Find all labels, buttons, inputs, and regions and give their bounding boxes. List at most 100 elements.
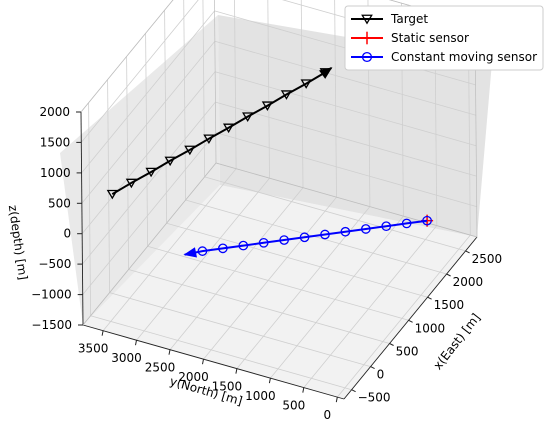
y-tick-mark [335,397,338,403]
x-tick-mark [370,366,375,370]
x-tick-label: 1500 [434,298,465,312]
series-target [106,67,333,200]
legend-label: Constant moving sensor [391,50,537,64]
pane-edge [80,0,174,113]
grid-line-z [82,132,217,295]
marker-triangle [106,189,118,200]
z-tick-label: −500 [38,257,71,271]
pane-bottom [83,185,477,399]
series-constant-moving-sensor [183,215,432,258]
grid-line-z [214,71,477,147]
grid-line-z [215,101,477,177]
x-tick-label: 1000 [415,321,446,335]
marker-circle [401,218,412,229]
x-tick-label: 2500 [472,252,503,266]
grid-line-x [145,33,148,247]
x-tick-label: 500 [396,345,419,359]
grid-line-y [203,196,337,360]
grid-line-x [107,79,110,293]
z-tick-label: 0 [63,227,71,241]
marker-circle [340,226,351,237]
y-tick-label: 2500 [145,361,176,375]
marker-triangle [203,134,215,145]
marker-circle [299,232,310,243]
marker-triangle [300,79,312,89]
marker-triangle [242,112,254,122]
marker-triangle [280,90,293,100]
axis-lines [80,0,478,400]
marker-circle [320,229,330,240]
x-tick-mark [427,296,432,300]
z-axis-line [80,111,84,326]
z-tick-label: 1000 [40,166,71,180]
pane-back-left [60,15,220,325]
y-tick-label: 1500 [212,380,243,394]
grid-line-y [270,215,404,379]
x-tick-mark [389,343,394,346]
marker-circle [197,246,208,256]
x-tick-mark [408,319,413,323]
marker-circle [238,240,249,251]
marker-triangle [164,156,176,167]
y-axis-line [82,324,345,400]
grid-line-x [185,199,447,275]
legend-box [344,5,544,71]
marker-triangle [125,178,137,189]
x-tick-mark [446,273,451,277]
marker-triangle [145,167,157,178]
arrow-head [183,247,197,258]
marker-circle [381,221,392,232]
y-tick-label: 0 [323,408,331,422]
grid-line-x [128,269,390,344]
z-axis-label: z(depth) [m] [6,204,30,281]
grid-line-z [81,41,216,204]
marker-circle [422,215,432,226]
x-tick-mark [351,389,356,393]
grid-line-y [236,206,371,369]
grid-line-y [267,0,270,179]
grid-line-x [109,292,371,367]
y-tick-mark [101,330,104,336]
marker-circle [361,51,373,63]
grid-line-z [81,71,216,234]
grid-line-x [183,0,186,201]
grid-line-x [164,10,167,224]
y-tick-label: 3000 [111,351,142,365]
legend: Target Static sensor Constant moving senso… [344,5,544,71]
y-tick-label: 2000 [178,370,209,384]
grid-line-x [166,222,428,298]
legend-items: Target Static sensor Constant moving senso… [351,12,537,64]
x-tick-label: −500 [358,391,391,405]
y-tick-mark [135,340,137,346]
series-line [111,67,332,195]
grid-line-y [169,187,304,350]
pane-edge [82,162,217,326]
marker-triangle [184,145,196,156]
z-tick-label: 2000 [39,105,70,119]
grid-line-x [147,245,409,321]
grid-line-z [81,10,215,174]
x-tick-label: 2000 [453,275,484,289]
y-tick-mark [302,387,305,393]
z-tick-label: −1000 [31,288,72,302]
pane-edge [215,162,478,238]
grid-line-z [214,40,477,116]
z-tick-label: 1500 [40,135,71,149]
marker-triangle [361,14,373,25]
grid-line-y [136,177,270,341]
grid-line-y [334,0,337,198]
grid-line-y [336,234,471,398]
y-tick-mark [168,349,171,355]
series-layer [106,67,434,258]
marker-circle [360,224,371,234]
grid-line-y [234,0,237,169]
grid-line-x [88,102,91,316]
arrow-head [319,67,333,79]
marker-circle [258,237,269,248]
pane-edge [214,0,217,164]
y-tick-mark [202,359,204,365]
grid-line-z [82,101,216,265]
grid-line-y [303,225,438,388]
